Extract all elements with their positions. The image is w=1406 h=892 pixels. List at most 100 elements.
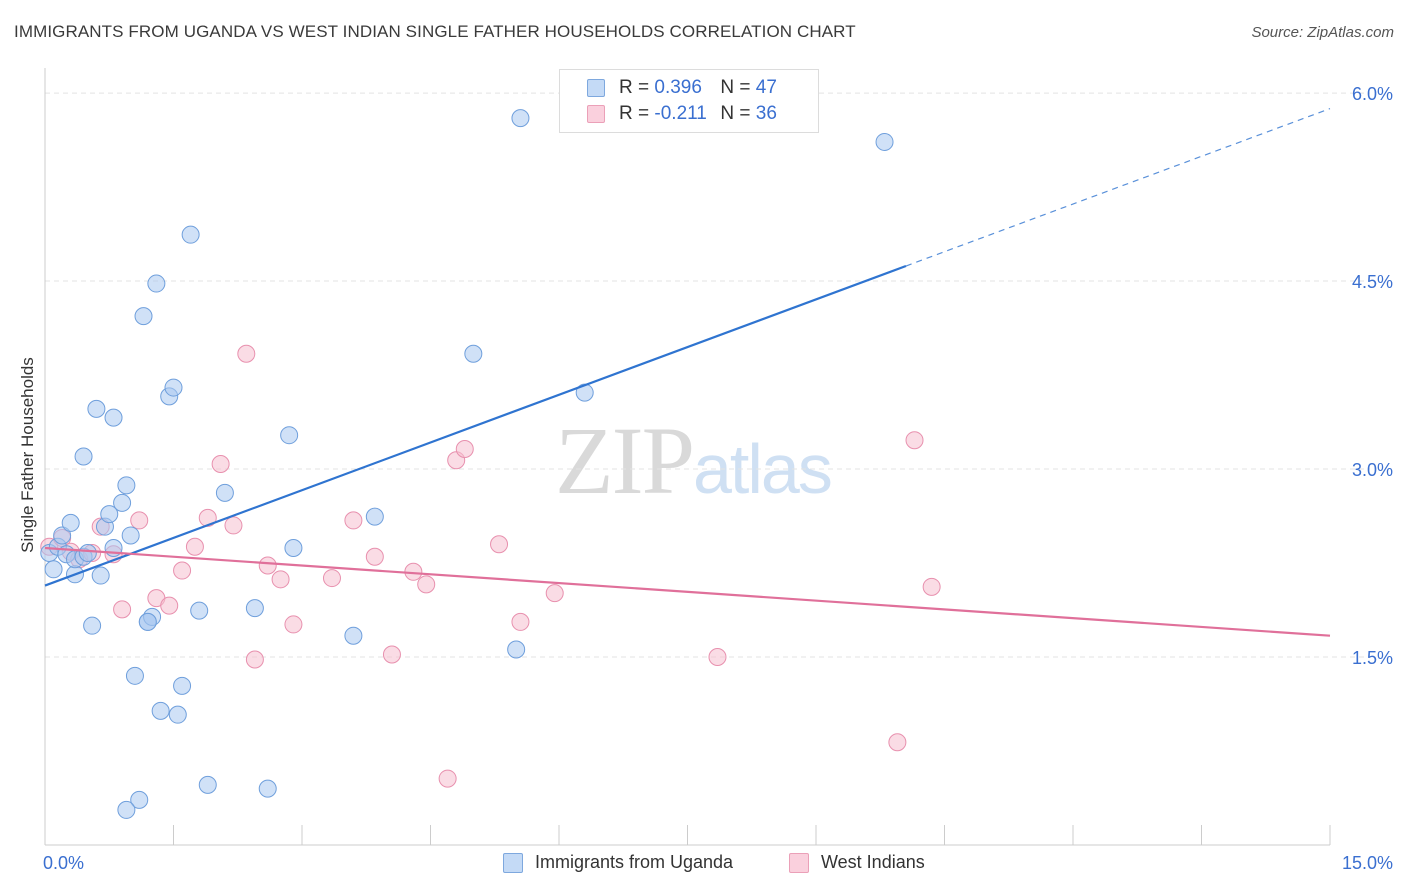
y-tick-label: 6.0% — [1352, 84, 1393, 104]
uganda-point — [875, 132, 894, 151]
r-value: -0.211 — [654, 103, 707, 124]
uganda-point — [190, 601, 209, 620]
y-tick-label: 3.0% — [1352, 460, 1393, 480]
west-indians-point — [905, 431, 924, 450]
uganda-point — [138, 612, 157, 631]
uganda-swatch — [587, 79, 605, 97]
uganda-point — [280, 426, 299, 445]
uganda-trend-line — [44, 264, 907, 587]
uganda-point — [125, 666, 144, 685]
watermark-atlas: atlas — [693, 430, 833, 508]
uganda-point — [130, 790, 149, 809]
y-tick-label: 1.5% — [1352, 648, 1393, 668]
watermark: ZIPatlas — [555, 405, 833, 516]
uganda-point — [164, 378, 183, 397]
uganda-point — [198, 775, 217, 794]
stats-legend: R = 0.396 N = 47 R = -0.211 N = 36 — [559, 69, 819, 133]
series-legend: Immigrants from Uganda West Indians — [0, 852, 1406, 878]
west-indians-point — [160, 596, 179, 615]
watermark-zip: ZIP — [555, 407, 695, 514]
uganda-point — [507, 640, 526, 659]
r-key: R = — [619, 103, 650, 124]
west-indians-point — [888, 733, 907, 752]
n-value: 47 — [755, 77, 777, 98]
r-key: R = — [619, 77, 650, 98]
west-indians-point — [237, 344, 256, 363]
uganda-point — [365, 507, 384, 526]
uganda-point — [117, 800, 136, 819]
uganda-point — [181, 225, 200, 244]
west-indians-point — [545, 584, 564, 603]
west-indians-point — [224, 516, 243, 535]
uganda-point — [87, 399, 106, 418]
uganda-point — [344, 626, 363, 645]
uganda-point — [113, 493, 132, 512]
uganda-trend-extension — [905, 108, 1331, 267]
uganda-point — [100, 505, 119, 524]
uganda-point — [464, 344, 483, 363]
uganda-point — [91, 566, 110, 585]
uganda-legend-swatch — [503, 852, 523, 873]
west-indians-point — [211, 455, 230, 474]
west-indians-point — [382, 645, 401, 664]
r-value: 0.396 — [654, 77, 702, 98]
west-indians-point — [922, 577, 941, 596]
west-indians-legend-swatch — [789, 852, 809, 873]
west-indians-point — [365, 547, 384, 566]
uganda-point — [258, 779, 277, 798]
uganda-point — [215, 483, 234, 502]
west-indians-point — [511, 612, 530, 631]
uganda-point — [284, 538, 303, 557]
west-indians-point — [173, 561, 192, 580]
x-tick-label: 15.0% — [1342, 853, 1393, 873]
west-indians-point — [113, 600, 132, 619]
west-indians-point — [438, 769, 457, 788]
source-label: Source: ZipAtlas.com — [1251, 24, 1394, 41]
n-value: 36 — [755, 103, 777, 124]
legend-label-west-indians: West Indians — [821, 852, 925, 872]
uganda-point — [134, 307, 153, 326]
legend-item-uganda[interactable]: Immigrants from Uganda — [503, 852, 733, 873]
west-indians-point — [245, 650, 264, 669]
n-key: N = — [720, 77, 751, 98]
legend-item-west-indians[interactable]: West Indians — [789, 852, 925, 873]
west-indians-point — [271, 570, 290, 589]
west-indians-point — [455, 439, 474, 458]
west-indians-point — [490, 535, 509, 554]
uganda-point — [104, 408, 123, 427]
uganda-point — [147, 274, 166, 293]
west-indians-trend-line — [44, 546, 1331, 637]
n-key: N = — [720, 103, 751, 124]
west-indians-point — [258, 556, 277, 575]
west-indians-point — [344, 511, 363, 530]
uganda-point — [121, 526, 140, 545]
uganda-point — [117, 476, 136, 495]
uganda-point — [61, 513, 80, 532]
stats-row-west-indians: R = -0.211 N = 36 — [587, 102, 777, 126]
uganda-point — [78, 543, 97, 562]
y-tick-label: 4.5% — [1352, 272, 1393, 292]
uganda-point — [511, 109, 530, 128]
west-indians-point — [185, 537, 204, 556]
uganda-point — [151, 701, 170, 720]
uganda-point — [83, 616, 102, 635]
stats-row-uganda: R = 0.396 N = 47 — [587, 76, 777, 100]
uganda-point — [74, 447, 93, 466]
y-axis-label: Single Father Households — [18, 357, 37, 553]
west-indians-point — [417, 575, 436, 594]
uganda-point — [168, 705, 187, 724]
west-indians-point — [130, 511, 149, 530]
west-indians-point — [284, 615, 303, 634]
west-indians-swatch — [587, 105, 605, 123]
west-indians-point — [708, 648, 727, 667]
uganda-point — [53, 526, 72, 545]
uganda-point — [245, 599, 264, 618]
west-indians-point — [322, 569, 341, 588]
uganda-point — [44, 560, 63, 579]
uganda-point — [173, 676, 192, 695]
x-tick-label: 0.0% — [43, 853, 84, 873]
chart-title: IMMIGRANTS FROM UGANDA VS WEST INDIAN SI… — [14, 22, 856, 41]
legend-label-uganda: Immigrants from Uganda — [535, 852, 734, 872]
west-indians-point — [198, 508, 217, 527]
